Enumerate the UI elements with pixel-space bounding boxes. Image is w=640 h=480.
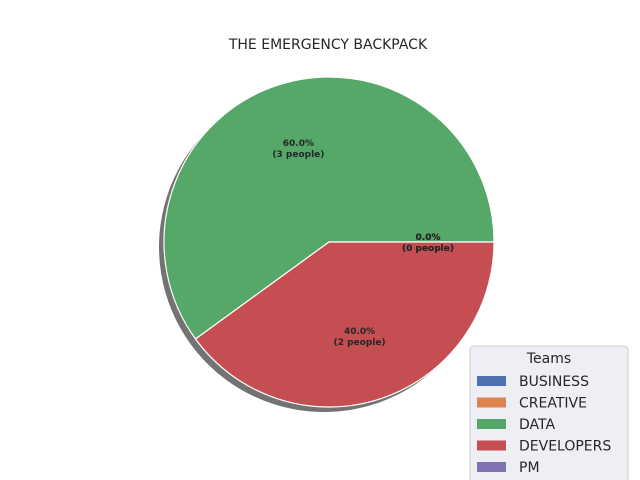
slice-label-data: 60.0% (3 people) bbox=[272, 139, 324, 160]
pie-slices bbox=[163, 76, 495, 408]
slice-labels: 0.0% (0 people)0.0% (0 people)60.0% (3 peop… bbox=[272, 139, 454, 348]
legend-swatch-developers bbox=[477, 440, 506, 451]
slice-label-pm: 0.0% (0 people) bbox=[402, 233, 454, 254]
slice-label-creative: 0.0% (0 people) bbox=[402, 233, 454, 254]
legend-label-creative: CREATIVE bbox=[519, 396, 587, 412]
legend-title: Teams bbox=[526, 351, 571, 367]
legend-label-data: DATA bbox=[519, 417, 555, 433]
legend-swatch-business bbox=[477, 376, 506, 386]
legend-label-pm: PM bbox=[519, 460, 540, 476]
slice-label-developers: 40.0% (2 people) bbox=[334, 327, 386, 348]
legend-label-business: BUSINESS bbox=[519, 374, 589, 390]
legend-swatch-creative bbox=[477, 397, 506, 408]
slice-label-business: 0.0% (0 people) bbox=[402, 233, 454, 254]
legend: Teams BUSINESS CREATIVE DATA DEVELOPERS PM bbox=[469, 345, 629, 480]
legend-swatch-data bbox=[477, 419, 506, 429]
legend-swatch-pm bbox=[477, 462, 506, 472]
slice-data bbox=[163, 76, 495, 340]
chart-title: THE EMERGENCY BACKPACK bbox=[228, 37, 428, 53]
legend-label-developers: DEVELOPERS bbox=[519, 439, 611, 455]
legend-box bbox=[469, 345, 629, 480]
slice-developers bbox=[194, 241, 495, 408]
